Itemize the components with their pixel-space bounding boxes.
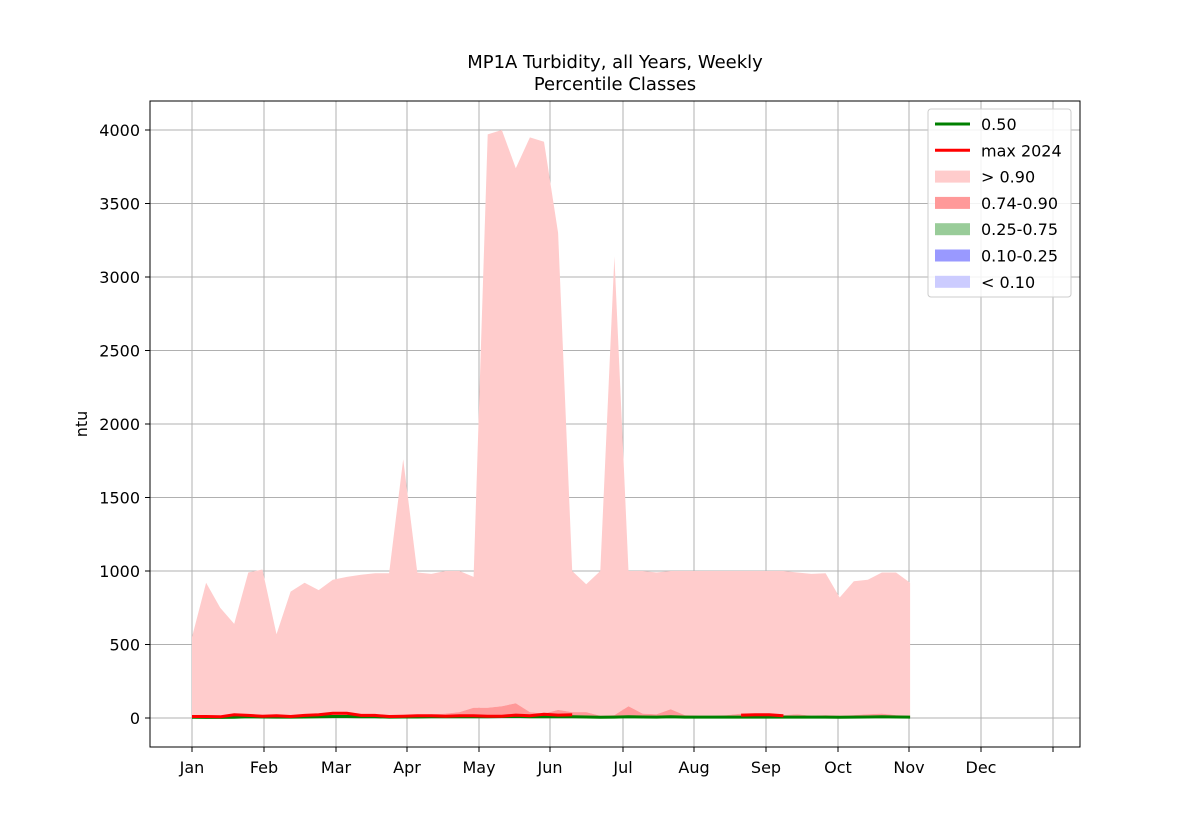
x-tick-label: Dec <box>966 758 997 777</box>
legend-item-0.25-0.75: 0.25-0.75 <box>935 220 1058 239</box>
x-tick-label: Mar <box>321 758 352 777</box>
legend-label: 0.74-0.90 <box>981 194 1058 213</box>
median-line <box>191 714 911 719</box>
x-tick-label: Nov <box>893 758 924 777</box>
x-tick-label: Jun <box>537 758 563 777</box>
x-tick-label: May <box>462 758 495 777</box>
y-tick-label: 2500 <box>99 342 140 361</box>
y-tick-label: 500 <box>109 636 140 655</box>
x-tick-label: Jan <box>179 758 205 777</box>
y-tick-label: 4000 <box>99 121 140 140</box>
legend-item-0.10-0.25: 0.10-0.25 <box>935 247 1058 266</box>
max-2024-line <box>741 713 784 718</box>
x-tick-label: Sep <box>751 758 781 777</box>
legend-label: 0.50 <box>981 115 1017 134</box>
band-gt-0.90 <box>192 130 911 717</box>
x-tick-label: Jul <box>612 758 632 777</box>
legend-label: max 2024 <box>981 141 1062 160</box>
chart-subtitle: Percentile Classes <box>533 74 697 95</box>
y-tick-label: 1000 <box>99 562 140 581</box>
legend-item-max-2024: max 2024 <box>935 141 1062 160</box>
y-tick-label: 3500 <box>99 195 140 214</box>
axes: 0 500 1000 1500 2000 2500 3000 3500 4000 Jan Feb Ma… <box>99 121 1054 777</box>
legend-label: < 0.10 <box>981 273 1035 292</box>
x-tick-label: Apr <box>393 758 421 777</box>
legend: 0.50 max 2024 > 0.90 0.74-0.90 0.25-0.75 0.10… <box>927 108 1072 298</box>
y-tick-label: 1500 <box>99 489 140 508</box>
legend-item-0.74-0.90: 0.74-0.90 <box>935 194 1058 213</box>
chart-title: MP1A Turbidity, all Years, Weekly <box>467 52 763 73</box>
legend-label: 0.10-0.25 <box>981 247 1058 266</box>
legend-swatch <box>935 196 970 209</box>
x-tick-label: Aug <box>678 758 709 777</box>
y-tick-label: 3000 <box>99 268 140 287</box>
legend-item-median: 0.50 <box>935 115 1017 134</box>
legend-label: 0.25-0.75 <box>981 220 1058 239</box>
y-axis-label: ntu <box>72 411 91 438</box>
legend-swatch <box>935 249 970 262</box>
legend-item-lt-0.10: < 0.10 <box>935 273 1035 292</box>
x-tick-label: Feb <box>250 758 278 777</box>
legend-swatch <box>935 223 970 236</box>
y-tick-label: 0 <box>130 709 140 728</box>
max-2024-line <box>192 711 573 719</box>
legend-swatch <box>935 170 970 183</box>
x-tick-label: Oct <box>824 758 852 777</box>
legend-label: > 0.90 <box>981 168 1035 187</box>
series-lines <box>191 711 911 719</box>
legend-swatch <box>935 275 970 288</box>
y-tick-label: 2000 <box>99 415 140 434</box>
legend-item-gt-0.90: > 0.90 <box>935 168 1035 187</box>
